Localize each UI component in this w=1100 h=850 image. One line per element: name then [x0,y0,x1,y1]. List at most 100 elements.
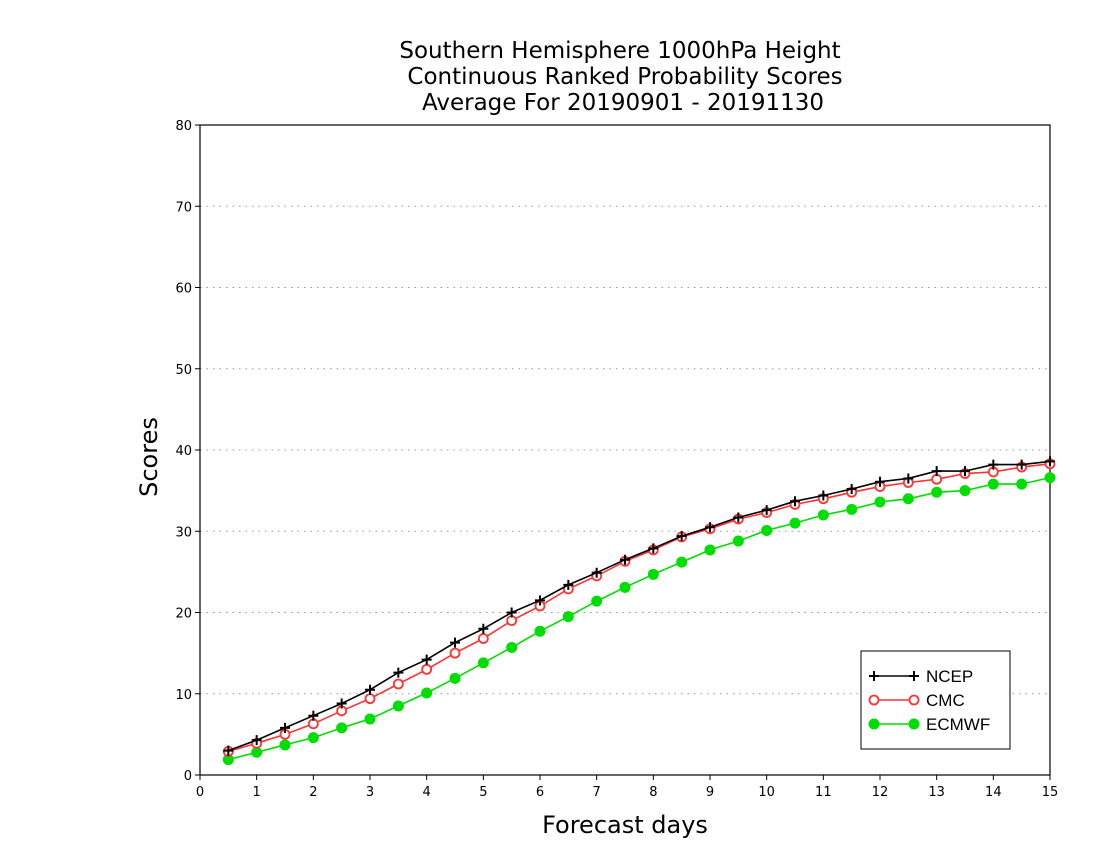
y-tick-label: 50 [175,363,192,378]
y-tick-label: 20 [175,607,192,622]
data-point-ecmwf [789,517,801,529]
y-tick-label: 30 [175,525,192,540]
legend-marker-cmc [868,694,880,706]
y-axis-label: Scores [135,417,163,497]
x-tick-label: 8 [649,785,657,800]
chart-title-line-2: Continuous Ranked Probability Scores [407,64,842,90]
data-point-ecmwf [931,486,943,498]
data-point-ncep [705,522,715,533]
grid-lines [200,205,1050,695]
series-ncep [223,456,1055,756]
x-tick-label: 11 [815,785,832,800]
series-layer [222,456,1056,766]
x-tick-label: 1 [253,785,261,800]
data-point-ncep [733,512,744,523]
data-point-ecmwf [477,657,489,669]
data-point-ncep [336,698,347,709]
x-tick-label: 14 [985,785,1002,800]
data-point-ncep [1016,459,1027,470]
data-point-cmc [392,678,404,690]
legend: NCEP CMC ECMWF [860,650,1011,750]
data-point-ncep [620,554,630,565]
data-point-ncep [478,623,489,634]
x-tick-label: 10 [758,785,775,800]
y-tick-label: 40 [175,444,192,459]
x-tick-label: 5 [479,785,487,800]
data-point-ecmwf [591,595,603,607]
data-point-ecmwf [1044,472,1056,484]
data-point-ncep [506,607,517,618]
data-point-ncep [931,466,942,477]
data-point-ncep [960,466,970,477]
y-tick-label: 10 [175,688,192,703]
y-tick-label: 0 [184,769,192,784]
x-tick-label: 6 [536,785,544,800]
legend-marker-cmc [908,694,920,706]
x-tick-label: 15 [1042,785,1059,800]
data-point-ecmwf [732,535,744,547]
data-point-ncep [393,667,404,678]
data-point-ecmwf [676,556,688,568]
data-point-ecmwf [336,722,348,734]
data-point-ncep [818,490,829,501]
data-point-ecmwf [987,478,999,490]
data-point-ecmwf [449,672,461,684]
data-point-ncep [450,637,460,648]
legend-label-cmc: CMC [926,691,965,710]
data-point-ncep [676,531,687,542]
data-point-ecmwf [761,524,773,536]
x-tick-label: 7 [593,785,601,800]
data-point-ecmwf [846,503,858,515]
data-point-ecmwf [647,568,659,580]
data-point-ecmwf [817,509,829,521]
x-tick-label: 9 [706,785,714,800]
legend-marker-ecmwf [908,718,920,730]
series-ecmwf [222,472,1056,766]
chart-title-line-3: Average For 20190901 - 20191130 [422,90,824,116]
y-tick-label: 60 [175,282,192,297]
data-point-ecmwf [902,493,914,505]
data-point-ecmwf [534,625,546,637]
data-point-ncep [365,684,375,695]
x-tick-label: 3 [366,785,374,800]
data-point-ncep [1045,456,1055,467]
data-point-ncep [903,473,914,484]
data-point-ncep [988,459,999,470]
data-point-ecmwf [279,739,291,751]
chart-title-line-1: Southern Hemisphere 1000hPa Height [399,38,840,64]
data-point-ncep [591,567,602,578]
legend-marker-ncep [909,671,919,681]
data-point-ecmwf [874,496,886,508]
data-point-ecmwf [506,641,518,653]
data-point-ecmwf [392,700,404,712]
data-point-ecmwf [1016,478,1028,490]
data-point-ecmwf [959,485,971,497]
legend-marker-ncep [869,671,879,681]
legend-label-ecmwf: ECMWF [926,715,990,734]
x-tick-label: 13 [928,785,945,800]
data-point-cmc [364,693,376,705]
y-tick-label: 80 [175,119,192,134]
data-point-ncep [421,654,432,665]
x-tick-label: 0 [196,785,204,800]
data-point-ncep [535,595,545,606]
data-point-cmc [421,663,433,675]
data-point-ecmwf [562,611,574,623]
data-point-ecmwf [704,544,716,556]
data-point-ncep [648,543,659,554]
y-tick-label: 70 [175,200,192,215]
legend-marker-ecmwf [868,718,880,730]
x-tick-label: 2 [309,785,317,800]
data-point-ncep [563,579,574,590]
data-point-ncep [251,735,262,746]
data-point-ecmwf [619,581,631,593]
data-point-ncep [790,496,800,507]
data-point-ecmwf [364,713,376,725]
data-point-ncep [223,745,234,756]
data-point-ncep [761,505,772,516]
legend-label-ncep: NCEP [926,667,973,686]
data-point-ecmwf [421,687,433,699]
data-point-ecmwf [307,732,319,744]
